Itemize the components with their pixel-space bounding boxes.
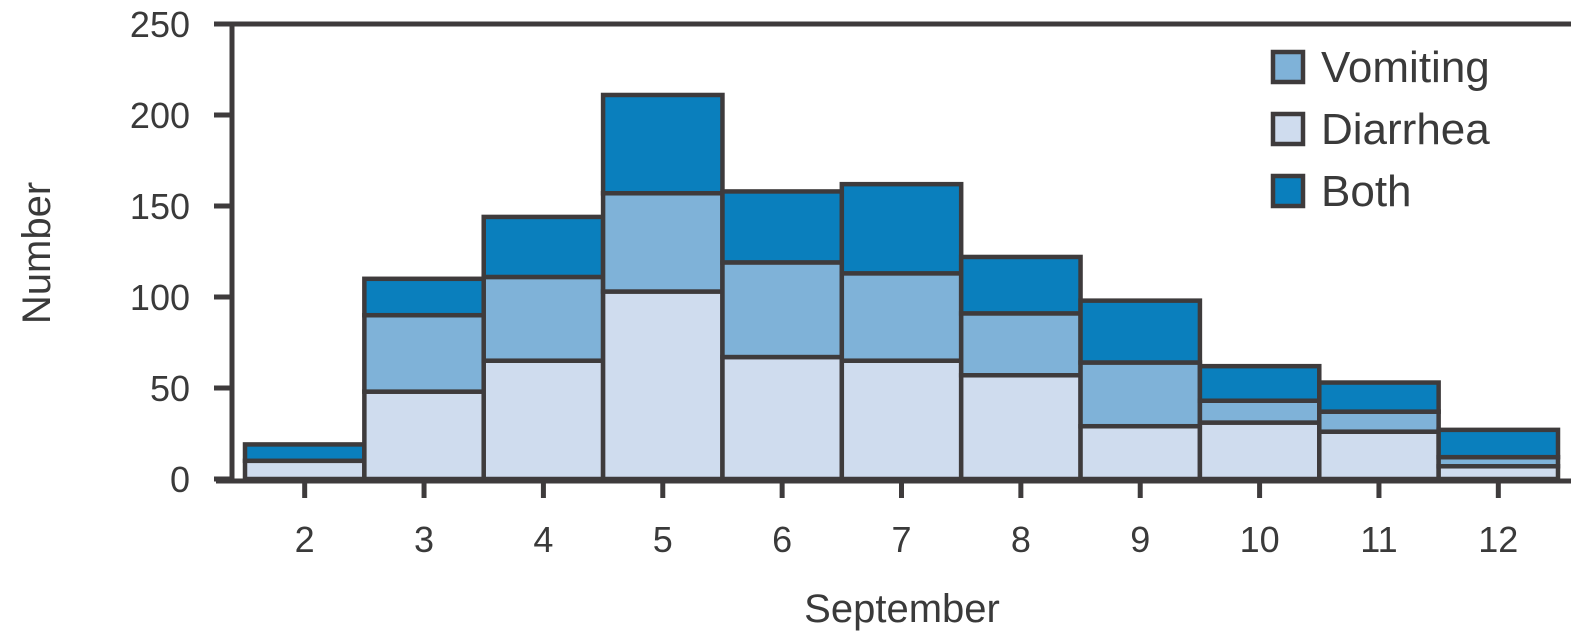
legend-label-both: Both [1321, 167, 1412, 216]
y-tick-label: 250 [130, 4, 190, 45]
bar-segment-diarrhea-6 [720, 354, 845, 482]
bar-segment-both-2 [242, 442, 367, 464]
bar-segment-vomiting-9 [1078, 360, 1203, 429]
bar-segment-both-10 [1197, 363, 1322, 403]
bar-segment-diarrhea-9 [1078, 423, 1203, 482]
x-tick-label: 6 [772, 519, 792, 560]
x-tick-label: 7 [891, 519, 911, 560]
bar-segment-diarrhea-3 [362, 389, 486, 482]
x-axis-title: September [804, 587, 1000, 631]
y-tick-label: 100 [130, 277, 190, 318]
bar-segment-both-6 [720, 189, 845, 265]
bar-segment-vomiting-8 [958, 311, 1083, 378]
legend: Vomiting Diarrhea Both [1270, 43, 1490, 216]
bar-segment-both-7 [839, 181, 964, 276]
bar-segment-diarrhea-10 [1197, 420, 1322, 482]
bar-segment-vomiting-4 [481, 274, 606, 363]
bar-segment-both-12 [1436, 427, 1561, 460]
legend-label-vomiting: Vomiting [1321, 43, 1490, 92]
bar-segment-both-11 [1317, 380, 1441, 414]
x-tick-label: 10 [1240, 519, 1280, 560]
legend-label-diarrhea: Diarrhea [1321, 105, 1490, 154]
bar-segment-diarrhea-8 [958, 373, 1083, 482]
bar-segment-vomiting-7 [839, 271, 964, 363]
bar-segment-vomiting-5 [600, 191, 725, 294]
bar-segment-diarrhea-5 [600, 289, 725, 482]
bar-segment-both-3 [362, 276, 486, 318]
bar-segment-diarrhea-4 [481, 358, 606, 482]
y-tick-label: 150 [130, 186, 190, 227]
x-tick-label: 5 [653, 519, 673, 560]
bar-segment-both-9 [1078, 298, 1203, 365]
y-axis-title: Number [15, 182, 59, 324]
bar-segment-both-8 [958, 254, 1083, 316]
y-tick-label: 50 [150, 368, 190, 409]
legend-swatch-both [1270, 173, 1306, 209]
x-tick-label: 3 [414, 519, 434, 560]
x-tick-label: 12 [1478, 519, 1518, 560]
bar-segment-vomiting-11 [1317, 409, 1441, 434]
bar-segment-both-4 [481, 214, 606, 280]
bar-segment-vomiting-10 [1197, 398, 1322, 425]
x-tick-label: 4 [533, 519, 553, 560]
legend-swatch-diarrhea [1270, 111, 1306, 147]
legend-swatch-vomiting [1270, 49, 1306, 85]
y-tick-label: 0 [170, 459, 190, 500]
bar-segment-both-5 [600, 92, 725, 196]
y-tick-label: 200 [130, 95, 190, 136]
x-tick-label: 9 [1130, 519, 1150, 560]
bar-segment-diarrhea-2 [242, 458, 367, 482]
bar-segment-diarrhea-7 [839, 358, 964, 482]
y-ticks-group: 0 50 100 150 200 250 [130, 4, 232, 500]
x-ticks-group: 2 3 4 5 6 7 8 9 10 11 12 [295, 481, 1518, 560]
bar-segment-vomiting-3 [362, 312, 486, 394]
x-tick-label: 11 [1360, 519, 1397, 560]
x-tick-label: 2 [295, 519, 315, 560]
axes-group [216, 21, 1571, 484]
bar-segment-vomiting-6 [720, 260, 845, 360]
x-tick-label: 8 [1011, 519, 1031, 560]
bar-segment-diarrhea-11 [1317, 429, 1441, 482]
